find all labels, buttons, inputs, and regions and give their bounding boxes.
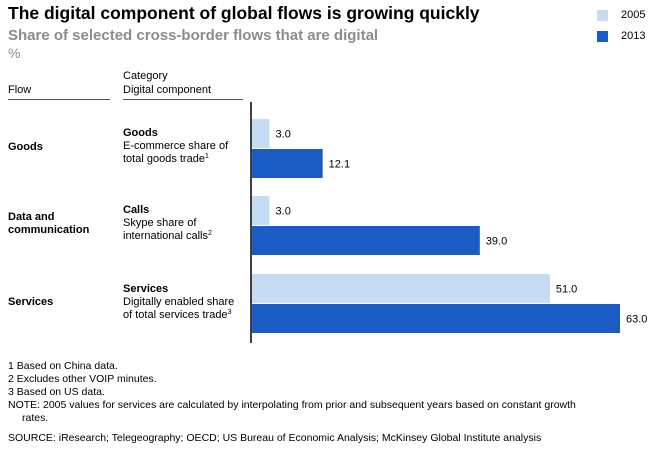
bar-calls-2005 <box>252 196 270 225</box>
header-flow: Flow <box>8 84 32 96</box>
category-goods-title: Goods <box>123 127 158 139</box>
flow-label-data-communication: Data and communication <box>8 211 89 237</box>
note-line2: rates. <box>22 412 49 424</box>
chart-title: The digital component of global flows is… <box>8 3 480 23</box>
header-category: Category <box>123 70 168 82</box>
bar-goods-2005 <box>252 119 270 148</box>
bar-services-2013 <box>252 304 620 333</box>
component-goods-line1: E-commerce share of <box>123 140 229 152</box>
category-calls: Calls Skype share of international calls… <box>123 204 212 243</box>
footnote-marker-1: 1 <box>204 153 209 160</box>
flow-data-line1: Data and <box>8 211 55 223</box>
legend-swatch-2005 <box>597 10 608 21</box>
flow-services-line1: Services <box>8 296 54 308</box>
component-services-line1: Digitally enabled share <box>123 296 235 308</box>
category-services-title: Services <box>123 283 169 295</box>
flow-goods-line1: Goods <box>8 141 43 153</box>
bar-goods-2013 <box>252 149 323 178</box>
data-label-goods-2005: 3.0 <box>276 129 291 141</box>
data-label-goods-2013: 12.1 <box>329 159 350 171</box>
header-rule-flow <box>8 99 110 100</box>
footnote-marker-2: 2 <box>208 230 212 237</box>
bar-calls-2013 <box>252 226 480 255</box>
flow-label-services: Services <box>8 296 53 309</box>
footnote-2: 2 Excludes other VOIP minutes. <box>8 373 157 385</box>
note-line1: NOTE: 2005 values for services are calcu… <box>8 399 576 411</box>
component-calls-line2: international calls <box>123 230 208 242</box>
component-services-line2: of total services trade <box>123 309 228 321</box>
legend-label-2005: 2005 <box>621 9 646 21</box>
source-line: SOURCE: iResearch; Telegeography; OECD; … <box>8 432 542 444</box>
header-digital-component: Digital component <box>123 84 212 96</box>
flow-label-goods: Goods <box>8 141 43 154</box>
category-calls-title: Calls <box>123 204 150 216</box>
category-goods: Goods E-commerce share of total goods tr… <box>123 127 228 166</box>
unit-label: % <box>8 45 21 61</box>
component-calls-line1: Skype share of <box>123 217 197 229</box>
flow-data-line2: communication <box>8 224 90 236</box>
chart-subtitle: Share of selected cross-border flows tha… <box>8 27 379 44</box>
bar-services-2005 <box>252 274 550 303</box>
footnote-3: 3 Based on US data. <box>8 386 105 398</box>
legend-label-2013: 2013 <box>621 30 646 42</box>
footnote-1: 1 Based on China data. <box>8 360 118 372</box>
data-label-calls-2013: 39.0 <box>486 236 507 248</box>
header-rule-category <box>123 99 243 100</box>
data-label-calls-2005: 3.0 <box>276 206 291 218</box>
category-services: Services Digitally enabled share of tota… <box>123 283 234 322</box>
data-label-services-2005: 51.0 <box>556 284 577 296</box>
data-label-services-2013: 63.0 <box>626 314 647 326</box>
footnote-marker-3: 3 <box>227 309 232 316</box>
legend-swatch-2013 <box>597 31 608 42</box>
component-goods-line2: total goods trade <box>123 153 205 165</box>
